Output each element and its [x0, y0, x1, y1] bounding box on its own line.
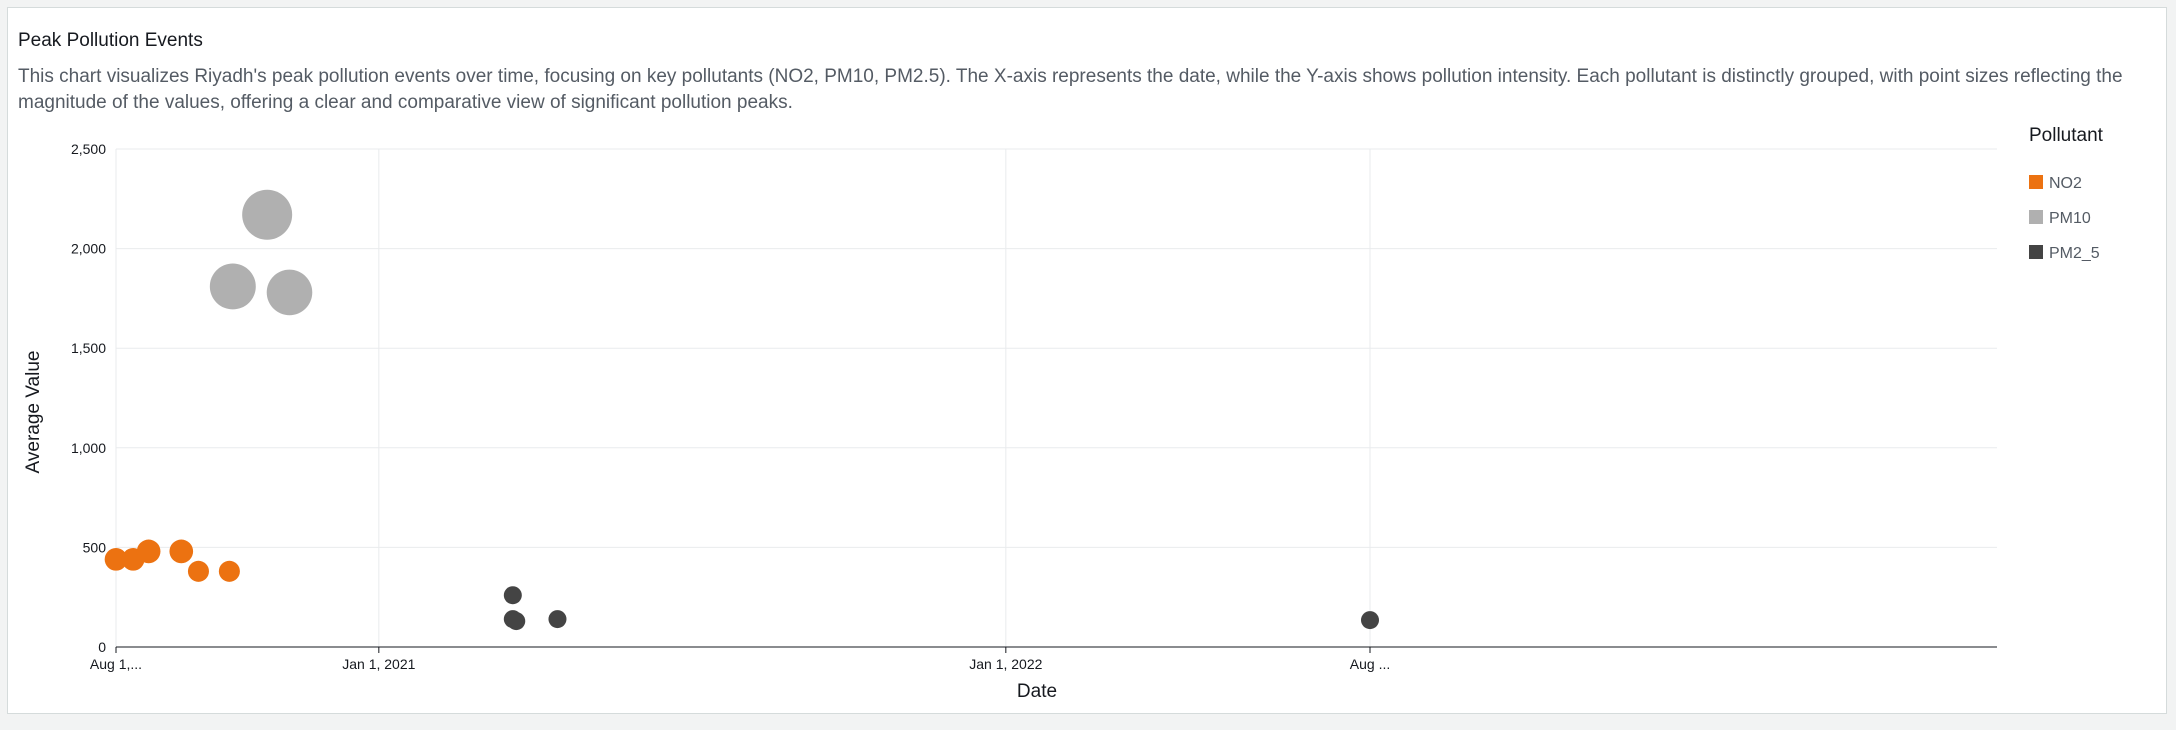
x-axis-title: Date	[1017, 681, 1057, 702]
y-tick-label: 0	[98, 639, 106, 655]
y-tick-label: 2,500	[71, 141, 106, 157]
point-no2[interactable]	[136, 539, 161, 564]
chart-card: Peak Pollution Events This chart visuali…	[7, 7, 2167, 714]
legend-swatch	[2029, 245, 2043, 259]
x-tick-label: Jan 1, 2022	[969, 656, 1042, 672]
legend-label[interactable]: NO2	[2049, 175, 2082, 192]
x-tick-labels: Aug 1,... Jan 1, 2021 Jan 1, 2022 Aug ...	[90, 647, 1390, 672]
y-axis-title: Average Value	[23, 351, 44, 474]
point-no2[interactable]	[169, 539, 194, 564]
x-tick-label: Aug ...	[1350, 656, 1390, 672]
point-pm2-5[interactable]	[548, 610, 567, 629]
x-tick-label: Jan 1, 2021	[342, 656, 415, 672]
point-pm10[interactable]	[242, 189, 293, 240]
chart-title: Peak Pollution Events	[18, 30, 203, 51]
y-tick-label: 1,000	[71, 440, 106, 456]
legend-label[interactable]: PM10	[2049, 210, 2091, 227]
legend-swatch	[2029, 210, 2043, 224]
y-tick-label: 1,500	[71, 340, 106, 356]
x-tick-label: Aug 1,...	[90, 656, 142, 672]
point-pm2-5[interactable]	[503, 586, 522, 605]
point-pm10[interactable]	[266, 269, 313, 316]
point-pm10[interactable]	[209, 263, 256, 310]
legend: Pollutant NO2 PM10 PM2_5	[2029, 125, 2104, 262]
chart-description: This chart visualizes Riyadh's peak poll…	[18, 66, 2123, 113]
legend-label[interactable]: PM2_5	[2049, 245, 2100, 262]
legend-swatch	[2029, 175, 2043, 189]
y-tick-label: 500	[83, 539, 107, 555]
point-pm2-5[interactable]	[1361, 611, 1379, 630]
point-no2[interactable]	[218, 560, 240, 582]
point-no2[interactable]	[104, 548, 128, 571]
legend-title: Pollutant	[2029, 125, 2104, 146]
point-no2[interactable]	[187, 560, 209, 582]
data-points	[104, 189, 1379, 631]
point-pm2-5[interactable]	[507, 612, 526, 631]
y-tick-labels: 0 500 1,000 1,500 2,000 2,500	[71, 141, 106, 655]
grid-lines	[115, 148, 1997, 647]
y-tick-label: 2,000	[71, 241, 106, 257]
